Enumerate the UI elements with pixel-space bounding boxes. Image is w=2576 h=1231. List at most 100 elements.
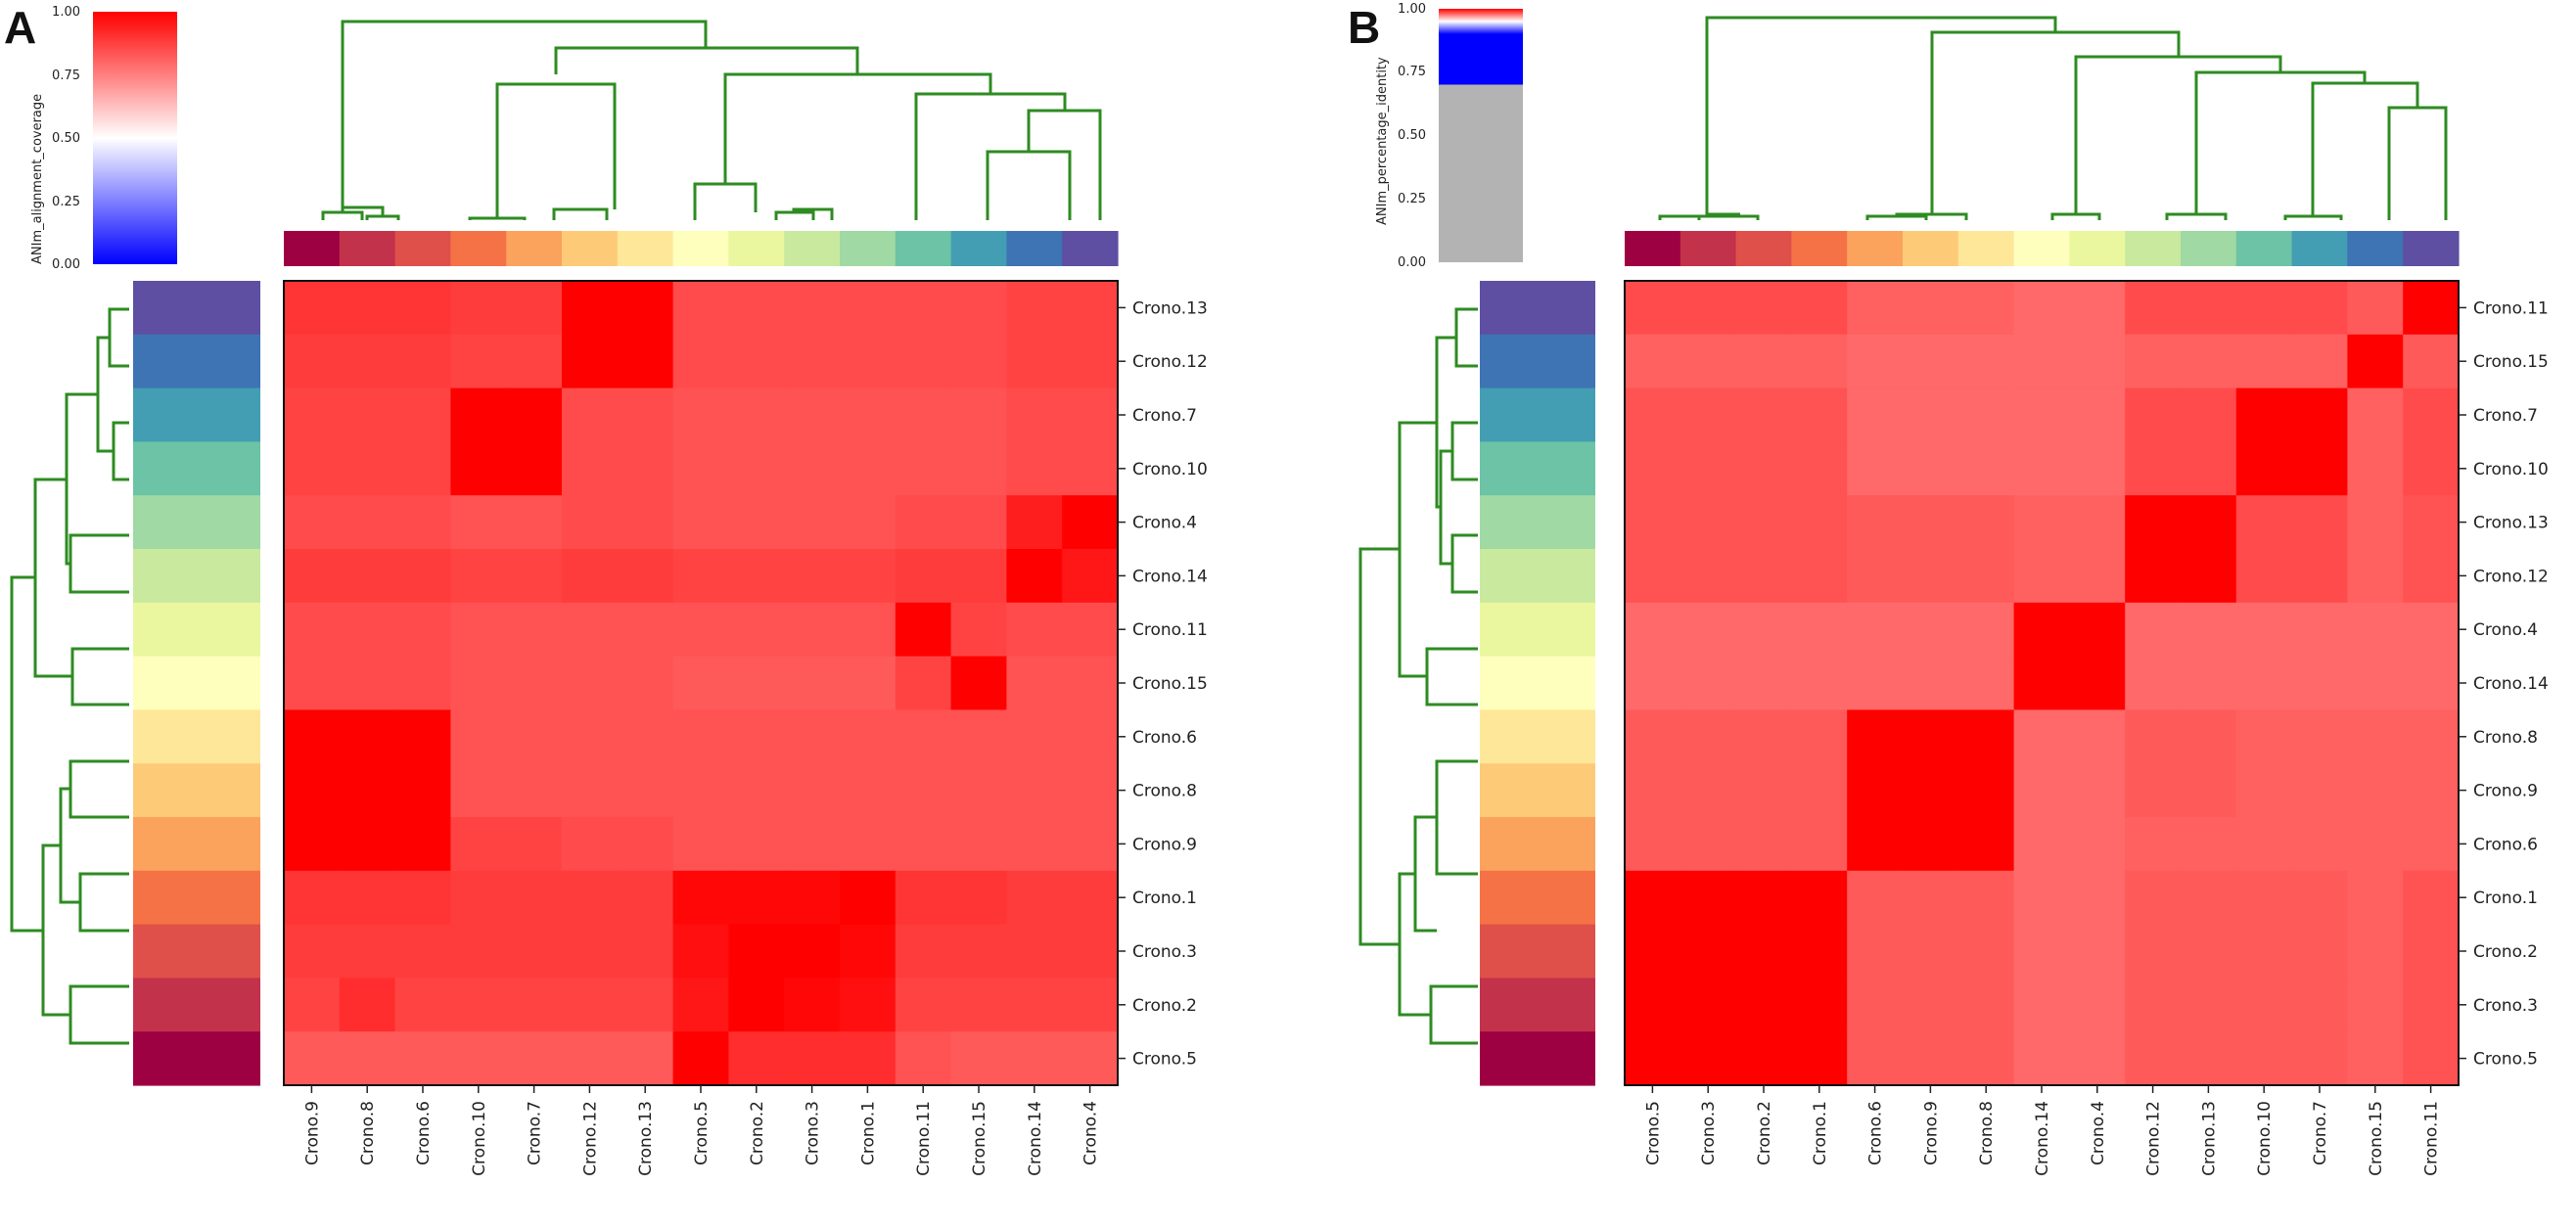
heatmap-cell-b-1-6 (1957, 334, 2015, 389)
heatmap-cell-a-3-13 (1006, 441, 1063, 496)
heatmap-cell-a-14-11 (895, 1031, 952, 1086)
heatmap-cell-b-13-13 (2347, 978, 2404, 1032)
heatmap-cell-b-1-7 (2013, 334, 2070, 389)
col-color-a-5 (562, 231, 619, 266)
heatmap-cell-a-14-9 (784, 1031, 841, 1086)
heatmap-cell-b-2-3 (1791, 388, 1848, 442)
heatmap-cell-a-0-14 (1062, 281, 1119, 336)
row-label-b-11: Crono.1 (2473, 889, 2538, 908)
heatmap-cell-b-0-10 (2181, 281, 2237, 336)
heatmap-cell-b-4-7 (2013, 495, 2070, 550)
colorbar-b-tick-0: 0.00 (1398, 255, 1426, 270)
heatmap-cell-a-13-2 (394, 978, 451, 1032)
heatmap-cell-b-8-6 (1957, 709, 2015, 764)
colorbar-a: ANIm_alignment_coverage 0.00 0.25 0.50 0… (30, 5, 177, 272)
dendrogram-left-a (10, 307, 129, 1045)
heatmap-cell-a-4-2 (394, 495, 451, 550)
row-color-b-8 (1480, 709, 1595, 764)
heatmap-cell-b-0-5 (1903, 281, 1959, 336)
row-label-a-14: Crono.5 (1132, 1050, 1197, 1070)
heatmap-cell-a-10-0 (284, 817, 341, 872)
heatmap-cell-a-13-5 (562, 978, 619, 1032)
col-color-a-12 (950, 231, 1007, 266)
heatmap-cell-a-13-13 (1006, 978, 1063, 1032)
heatmap-cell-b-7-8 (2069, 656, 2126, 710)
heatmap-cell-b-1-2 (1735, 334, 1792, 389)
heatmap-cell-b-9-0 (1625, 763, 1681, 818)
heatmap-cell-b-13-10 (2181, 978, 2237, 1032)
heatmap-cell-b-5-14 (2403, 549, 2460, 604)
col-color-a-6 (617, 231, 674, 266)
heatmap-cell-b-14-10 (2181, 1031, 2237, 1086)
heatmap-cell-b-7-5 (1903, 656, 1959, 710)
heatmap-cell-a-9-1 (339, 763, 396, 818)
heatmap-cell-a-10-3 (450, 817, 507, 872)
heatmap-cell-b-7-11 (2235, 656, 2293, 710)
heatmap-cell-b-4-4 (1847, 495, 1904, 550)
heatmap-cell-a-3-9 (784, 441, 841, 496)
heatmap-cell-b-8-12 (2291, 709, 2348, 764)
heatmap-cell-a-14-0 (284, 1031, 341, 1086)
heatmap-cell-b-9-4 (1847, 763, 1904, 818)
heatmap-cell-a-12-2 (394, 924, 451, 979)
row-color-b-14 (1480, 1031, 1595, 1086)
heatmap-cell-a-12-10 (840, 924, 897, 979)
colorbar-a-tick-4: 1.00 (52, 5, 80, 20)
heatmap-cell-a-4-4 (506, 495, 563, 550)
col-color-a-7 (672, 231, 729, 266)
heatmap-cell-b-6-2 (1735, 602, 1792, 658)
heatmap-cell-a-11-1 (339, 870, 396, 926)
heatmap-cell-b-7-14 (2403, 656, 2460, 710)
heatmap-cell-b-0-4 (1847, 281, 1904, 336)
heatmap-cell-b-6-3 (1791, 602, 1848, 658)
heatmap-cell-b-11-12 (2291, 870, 2348, 926)
col-label-b-12: Crono.7 (2311, 1101, 2330, 1165)
heatmap-cell-a-13-12 (950, 978, 1007, 1032)
col-color-b-4 (1847, 231, 1904, 266)
heatmap-cell-a-12-6 (617, 924, 674, 979)
heatmap-cell-b-4-2 (1735, 495, 1792, 550)
heatmap-cell-b-0-9 (2125, 281, 2182, 336)
col-label-a-12: Crono.15 (970, 1101, 989, 1176)
heatmap-cell-b-10-0 (1625, 817, 1681, 872)
heatmap-cell-b-6-5 (1903, 602, 1959, 658)
heatmap-cell-b-7-12 (2291, 656, 2348, 710)
col-label-b-1: Crono.3 (1699, 1101, 1719, 1165)
col-color-a-13 (1006, 231, 1063, 266)
heatmap-cell-b-0-1 (1679, 281, 1737, 336)
heatmap-cell-a-6-8 (728, 602, 785, 658)
heatmap-cell-b-10-7 (2013, 817, 2070, 872)
heatmap-cell-a-12-14 (1062, 924, 1119, 979)
heatmap-cell-a-2-8 (728, 388, 785, 442)
heatmap-cell-b-1-11 (2235, 334, 2293, 389)
heatmap-cell-a-12-9 (784, 924, 841, 979)
col-color-a-8 (728, 231, 785, 266)
heatmap-cell-a-11-8 (728, 870, 785, 926)
row-label-b-8: Crono.8 (2473, 728, 2538, 748)
heatmap-cell-a-13-4 (506, 978, 563, 1032)
heatmap-cell-b-5-5 (1903, 549, 1959, 604)
heatmap-cell-a-0-4 (506, 281, 563, 336)
heatmap-cell-b-3-9 (2125, 441, 2182, 496)
row-label-a-5: Crono.14 (1132, 567, 1208, 586)
heatmap-cell-a-13-0 (284, 978, 341, 1032)
heatmap-cell-a-5-8 (728, 549, 785, 604)
heatmap-cell-b-14-3 (1791, 1031, 1848, 1086)
panel-letter-b: B (1348, 2, 1380, 53)
heatmap-cell-a-5-1 (339, 549, 396, 604)
col-label-a-8: Crono.2 (748, 1101, 767, 1165)
heatmap-cell-b-12-6 (1957, 924, 2015, 979)
col-label-a-0: Crono.9 (302, 1101, 322, 1165)
heatmap-cell-b-13-2 (1735, 978, 1792, 1032)
col-color-b-11 (2235, 231, 2293, 266)
heatmap-cell-a-1-0 (284, 334, 341, 389)
dendrogram-top-a (321, 20, 1102, 220)
col-color-a-14 (1062, 231, 1119, 266)
heatmap-cell-b-9-7 (2013, 763, 2070, 818)
heatmap-cell-b-9-8 (2069, 763, 2126, 818)
col-label-a-2: Crono.6 (414, 1101, 434, 1165)
col-label-b-13: Crono.15 (2367, 1101, 2386, 1176)
heatmap-cell-b-0-8 (2069, 281, 2126, 336)
heatmap-cell-b-3-6 (1957, 441, 2015, 496)
